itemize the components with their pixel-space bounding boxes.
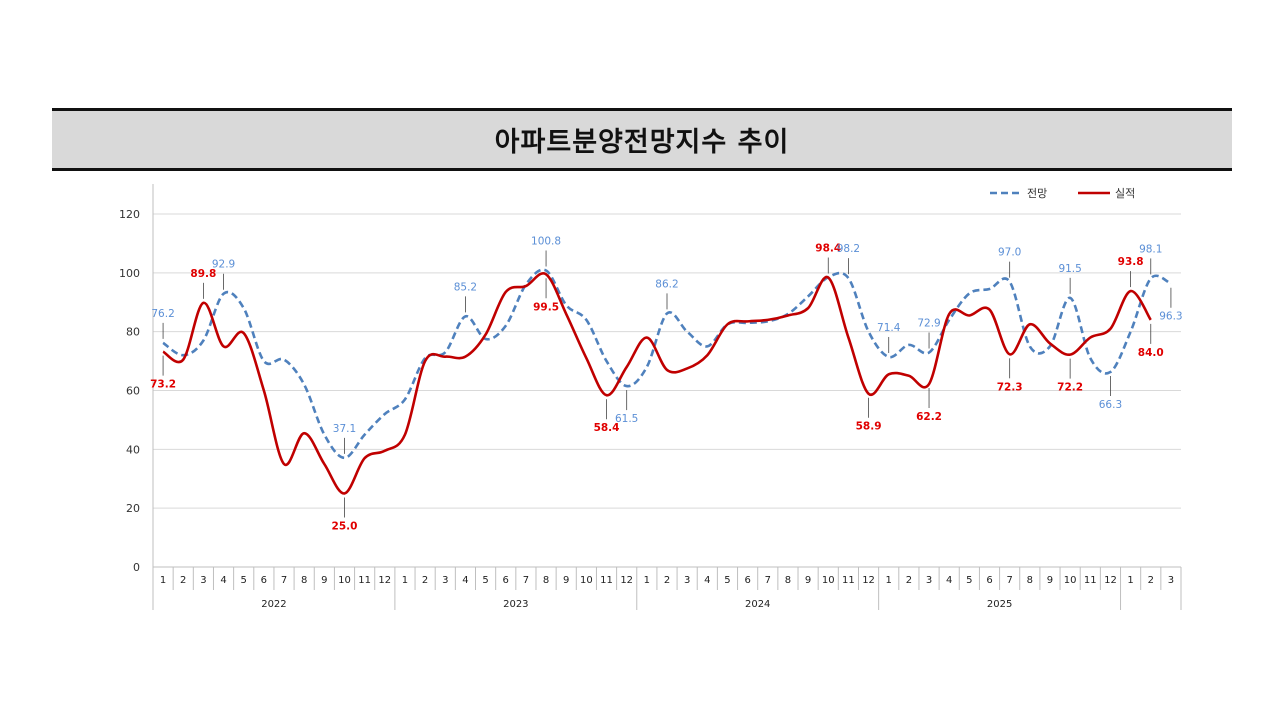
- y-tick-label: 20: [126, 502, 140, 515]
- x-tick-label: 8: [785, 575, 791, 586]
- x-tick-label: 2: [180, 575, 186, 586]
- x-tick-label: 11: [842, 575, 855, 586]
- x-tick-label: 9: [563, 575, 569, 586]
- y-tick-label: 100: [119, 267, 140, 280]
- x-tick-label: 7: [1006, 575, 1012, 586]
- x-tick-label: 5: [482, 575, 488, 586]
- x-tick-label: 3: [1168, 575, 1174, 586]
- x-tick-label: 1: [1127, 575, 1133, 586]
- series-actual: [162, 272, 1152, 495]
- data-label: 84.0: [1138, 347, 1164, 359]
- data-label: 72.3: [997, 381, 1023, 393]
- x-tick-label: 11: [358, 575, 371, 586]
- x-tick-label: 9: [321, 575, 327, 586]
- legend: 전망 실적: [990, 187, 1135, 200]
- data-label: 93.8: [1118, 256, 1144, 268]
- x-tick-label: 3: [200, 575, 206, 586]
- data-label: 25.0: [332, 520, 358, 532]
- y-tick-label: 0: [133, 561, 140, 574]
- x-tick-label: 4: [462, 575, 468, 586]
- legend-label: 전망: [1027, 187, 1047, 200]
- x-tick-label: 7: [765, 575, 771, 586]
- data-label: 73.2: [150, 379, 176, 391]
- data-label: 66.3: [1099, 399, 1122, 411]
- x-tick-label: 8: [543, 575, 549, 586]
- x-tick-label: 2: [1148, 575, 1154, 586]
- y-tick-label: 120: [119, 208, 140, 221]
- data-label: 99.5: [533, 301, 559, 313]
- x-tick-label: 12: [1104, 575, 1117, 586]
- x-tick-label: 5: [241, 575, 247, 586]
- x-tick-label: 1: [402, 575, 408, 586]
- data-label: 61.5: [615, 413, 638, 425]
- x-tick-label: 10: [338, 575, 351, 586]
- chart-title-bar: 아파트분양전망지수 추이: [52, 108, 1232, 171]
- data-label: 72.2: [1057, 382, 1083, 394]
- y-tick-label: 40: [126, 443, 140, 456]
- data-label: 72.9: [917, 318, 940, 330]
- x-tick-label: 12: [620, 575, 633, 586]
- series-forecast: [162, 268, 1172, 460]
- x-tick-label: 2: [664, 575, 670, 586]
- data-label: 58.9: [856, 421, 882, 433]
- x-tick-label: 8: [301, 575, 307, 586]
- data-label: 100.8: [531, 235, 561, 247]
- data-label: 97.0: [998, 247, 1021, 259]
- x-tick-label: 7: [523, 575, 529, 586]
- x-tick-label: 6: [261, 575, 267, 586]
- x-tick-label: 6: [986, 575, 992, 586]
- x-tick-label: 1: [886, 575, 892, 586]
- x-tick-label: 9: [805, 575, 811, 586]
- data-label: 91.5: [1058, 263, 1081, 275]
- x-tick-label: 3: [926, 575, 932, 586]
- data-label: 62.2: [916, 411, 942, 423]
- chart-title: 아파트분양전망지수 추이: [494, 127, 790, 158]
- x-tick-label: 7: [281, 575, 287, 586]
- data-label: 89.8: [190, 268, 216, 280]
- x-tick-label: 6: [744, 575, 750, 586]
- x-tick-label: 1: [160, 575, 166, 586]
- x-tick-label: 12: [378, 575, 391, 586]
- x-group-label: 2022: [261, 599, 286, 610]
- x-tick-label: 10: [580, 575, 593, 586]
- x-tick-label: 2: [906, 575, 912, 586]
- data-label: 96.3: [1159, 311, 1182, 323]
- x-tick-label: 11: [600, 575, 613, 586]
- data-label: 58.4: [594, 422, 620, 434]
- x-tick-label: 10: [1064, 575, 1077, 586]
- data-label: 85.2: [454, 281, 477, 293]
- legend-label: 실적: [1115, 187, 1135, 200]
- x-tick-label: 2: [422, 575, 428, 586]
- x-tick-label: 4: [946, 575, 952, 586]
- x-tick-label: 6: [503, 575, 509, 586]
- x-tick-label: 11: [1084, 575, 1097, 586]
- x-tick-label: 1: [644, 575, 650, 586]
- data-label: 71.4: [877, 322, 901, 334]
- x-tick-label: 5: [724, 575, 730, 586]
- x-tick-label: 10: [822, 575, 835, 586]
- data-label: 76.2: [151, 308, 174, 320]
- x-tick-label: 8: [1027, 575, 1033, 586]
- data-label: 98.2: [837, 243, 860, 255]
- y-tick-label: 80: [126, 326, 140, 339]
- y-tick-label: 60: [126, 385, 140, 398]
- data-label: 37.1: [333, 423, 356, 435]
- x-tick-label: 4: [704, 575, 710, 586]
- data-label: 86.2: [655, 278, 678, 290]
- data-label: 92.9: [212, 259, 235, 271]
- x-tick-label: 9: [1047, 575, 1053, 586]
- data-label: 98.4: [815, 243, 841, 255]
- x-tick-label: 3: [442, 575, 448, 586]
- x-group-label: 2024: [745, 599, 770, 610]
- x-tick-label: 3: [684, 575, 690, 586]
- x-tick-label: 12: [862, 575, 875, 586]
- data-label: 98.1: [1139, 243, 1162, 255]
- x-tick-label: 4: [220, 575, 226, 586]
- x-group-label: 2025: [987, 599, 1012, 610]
- x-tick-label: 5: [966, 575, 972, 586]
- x-group-label: 2023: [503, 599, 528, 610]
